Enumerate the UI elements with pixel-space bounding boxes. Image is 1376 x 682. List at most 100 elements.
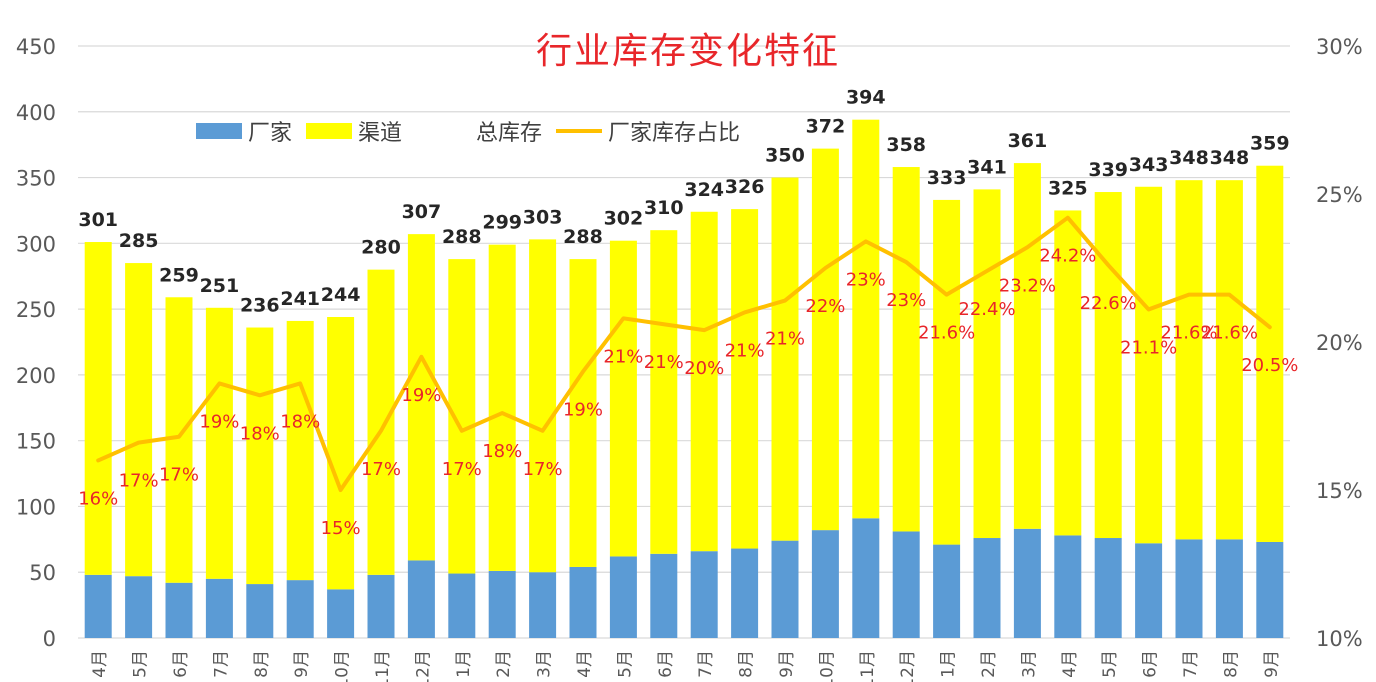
share-label: 16% bbox=[78, 488, 118, 509]
bar-channel bbox=[771, 177, 799, 541]
bar-factory bbox=[1054, 535, 1082, 638]
bar-factory bbox=[165, 582, 193, 638]
bar-factory bbox=[852, 518, 880, 638]
share-label: 23% bbox=[886, 290, 926, 311]
bar-factory bbox=[771, 540, 799, 638]
x-tick-label: 5月 bbox=[615, 650, 635, 678]
y-left-tick-label: 0 bbox=[43, 627, 56, 651]
total-label: 326 bbox=[725, 176, 765, 198]
total-label: 285 bbox=[119, 230, 159, 252]
total-label: 339 bbox=[1088, 159, 1128, 181]
y-left-tick-label: 450 bbox=[16, 35, 56, 59]
total-label: 307 bbox=[402, 201, 442, 223]
bar-channel bbox=[407, 234, 435, 561]
share-label: 18% bbox=[280, 411, 320, 432]
bar-channel bbox=[488, 244, 516, 571]
x-tick-label: 9月 bbox=[292, 650, 312, 678]
x-tick-label: 1月 bbox=[939, 650, 959, 678]
total-label: 288 bbox=[442, 226, 482, 248]
y-left-tick-label: 300 bbox=[16, 232, 56, 256]
share-label: 21.6% bbox=[1201, 323, 1258, 344]
x-tick-label: 6月 bbox=[1141, 650, 1161, 678]
bar-factory bbox=[892, 531, 920, 638]
bar-channel bbox=[933, 199, 961, 545]
total-label: 350 bbox=[765, 145, 805, 167]
x-tick-label: 8月 bbox=[1221, 650, 1241, 678]
x-tick-label: 6月 bbox=[656, 650, 676, 678]
legend-item-share: 厂家库存占比 bbox=[556, 115, 740, 147]
share-label: 21% bbox=[725, 340, 765, 361]
y-right-tick-label: 10% bbox=[1316, 627, 1363, 651]
bar-channel bbox=[1094, 192, 1122, 539]
y-left-tick-label: 350 bbox=[16, 167, 56, 191]
total-label: 325 bbox=[1048, 177, 1088, 199]
x-tick-label: 7月 bbox=[696, 650, 716, 678]
bar-factory bbox=[1094, 538, 1122, 638]
x-tick-label: 7月 bbox=[211, 650, 231, 678]
share-label: 15% bbox=[321, 518, 361, 539]
share-label: 17% bbox=[523, 459, 563, 480]
legend-label-share: 厂家库存占比 bbox=[608, 121, 741, 146]
legend: 厂家 渠道 总库存 厂家库存占比 bbox=[196, 115, 754, 147]
total-label: 333 bbox=[927, 167, 967, 189]
bar-channel bbox=[1175, 180, 1203, 540]
total-label: 348 bbox=[1210, 147, 1250, 169]
bar-channel bbox=[731, 209, 759, 549]
line-factory-share bbox=[96, 215, 1272, 492]
y-right-tick-label: 15% bbox=[1316, 479, 1363, 503]
total-label: 259 bbox=[159, 264, 199, 286]
bar-factory bbox=[609, 556, 637, 638]
bar-channel bbox=[84, 242, 112, 575]
share-label: 23% bbox=[846, 269, 886, 290]
bar-factory bbox=[933, 544, 961, 638]
bar-channel bbox=[286, 320, 314, 581]
bar-factory bbox=[407, 560, 435, 638]
bar-factory bbox=[448, 573, 476, 638]
bar-channel bbox=[246, 327, 274, 585]
x-tick-label: 5月 bbox=[1100, 650, 1120, 678]
legend-swatch-factory bbox=[196, 123, 242, 139]
share-label: 21% bbox=[765, 329, 805, 350]
y-right-tick-label: 25% bbox=[1316, 183, 1363, 207]
x-tick-label: 9月 bbox=[1262, 650, 1282, 678]
bar-factory bbox=[246, 584, 274, 638]
x-tick-label: 12月 bbox=[898, 650, 918, 682]
total-label: 251 bbox=[200, 275, 240, 297]
x-tick-label: 12月 bbox=[413, 650, 433, 682]
share-label: 21.1% bbox=[1120, 337, 1177, 358]
bar-channel bbox=[529, 239, 557, 573]
legend-label-total: 总库存 bbox=[476, 121, 543, 146]
bar-channel bbox=[367, 269, 395, 575]
chart-title: 行业库存变化特征 bbox=[535, 31, 840, 72]
total-label: 303 bbox=[523, 206, 563, 228]
x-tick-label: 4月 bbox=[90, 650, 110, 678]
x-tick-label: 8月 bbox=[737, 650, 757, 678]
total-label: 359 bbox=[1250, 133, 1290, 155]
bar-factory bbox=[84, 574, 112, 638]
bar-factory bbox=[1256, 541, 1284, 638]
bar-channel bbox=[811, 148, 839, 531]
bar-channel bbox=[1256, 165, 1284, 542]
x-tick-label: 1月 bbox=[454, 650, 474, 678]
share-label: 17% bbox=[361, 459, 401, 480]
share-label: 22.6% bbox=[1080, 293, 1137, 314]
bar-factory bbox=[690, 551, 718, 638]
legend-swatch-share bbox=[556, 129, 603, 133]
total-label: 341 bbox=[967, 156, 1007, 178]
bar-channel bbox=[327, 317, 355, 590]
bar-channel bbox=[973, 189, 1001, 539]
x-tick-label: 4月 bbox=[1060, 650, 1080, 678]
y-left-tick-label: 150 bbox=[16, 430, 56, 454]
y-right-tick-label: 20% bbox=[1316, 331, 1363, 355]
bar-factory bbox=[205, 578, 233, 638]
total-label: 236 bbox=[240, 295, 280, 317]
share-label: 17% bbox=[442, 459, 482, 480]
x-tick-label: 9月 bbox=[777, 650, 797, 678]
x-tick-label: 7月 bbox=[1181, 650, 1201, 678]
share-label: 24.2% bbox=[1039, 246, 1096, 267]
x-tick-label: 11月 bbox=[373, 650, 393, 682]
x-tick-label: 2月 bbox=[494, 650, 514, 678]
bar-channel bbox=[1013, 163, 1041, 529]
total-label: 358 bbox=[886, 134, 926, 156]
